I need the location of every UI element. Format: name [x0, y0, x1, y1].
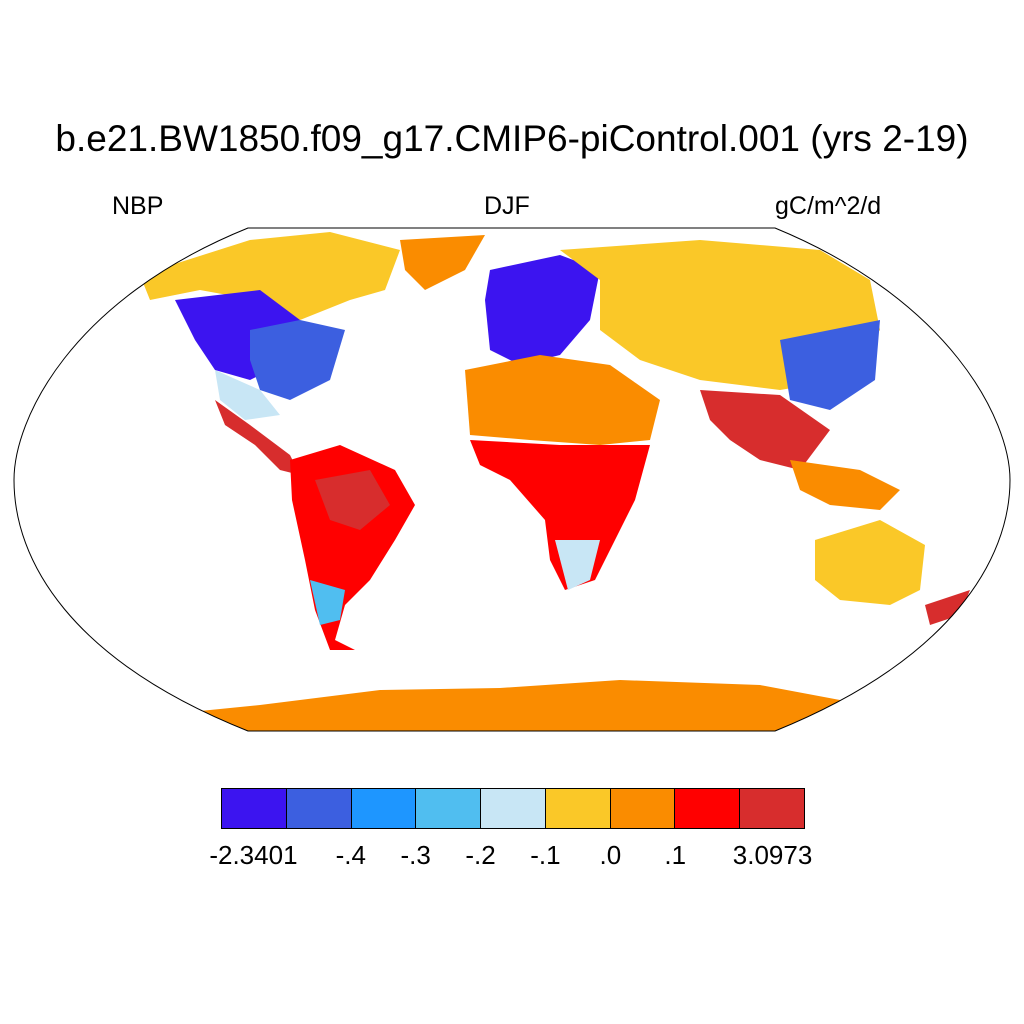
colorbar-label: .1: [664, 840, 687, 870]
colorbar-box: [610, 789, 676, 828]
colorbar: [221, 788, 805, 829]
colorbar-label: 3.0973: [732, 840, 813, 870]
colorbar-label: -.4: [335, 840, 366, 870]
colorbar-label: -.1: [530, 840, 561, 870]
region-maritime-se-asia: [790, 460, 900, 510]
colorbar-box: [416, 789, 482, 828]
region-australia: [815, 520, 925, 605]
region-southern-cone: [310, 580, 345, 625]
plot-title: b.e21.BW1850.f09_g17.CMIP6-piControl.001…: [55, 118, 969, 159]
region-east-asia: [780, 320, 880, 410]
colorbar-box: [222, 789, 287, 828]
season-label: DJF: [484, 192, 530, 220]
colorbar-box: [675, 789, 741, 828]
colorbar-box: [740, 789, 805, 828]
variable-label: NBP: [112, 192, 164, 220]
region-europe: [485, 255, 600, 365]
region-north-america-south: [215, 370, 280, 420]
colorbar-label: -.3: [400, 840, 431, 870]
region-africa-south: [555, 540, 600, 590]
region-amazon-patch: [315, 470, 390, 530]
colorbar-box: [351, 789, 417, 828]
region-africa-tropics: [470, 440, 650, 590]
colorbar-box: [545, 789, 611, 828]
region-north-america-east: [250, 320, 345, 400]
colorbar-label: -.2: [465, 840, 496, 870]
colorbar-label: -2.3401: [209, 840, 298, 870]
colorbar-box: [286, 789, 352, 828]
region-south-asia: [700, 390, 830, 470]
colorbar-label: .0: [599, 840, 622, 870]
map-boundary: [13, 227, 1011, 732]
region-greenland: [400, 235, 485, 290]
region-antarctica: [180, 680, 850, 731]
units-label: gC/m^2/d: [775, 192, 882, 220]
region-new-zealand: [925, 590, 970, 625]
region-north-america-tundra: [140, 232, 400, 320]
region-sahara: [465, 355, 660, 445]
colorbar-box: [481, 789, 546, 828]
region-central-america: [215, 400, 300, 475]
